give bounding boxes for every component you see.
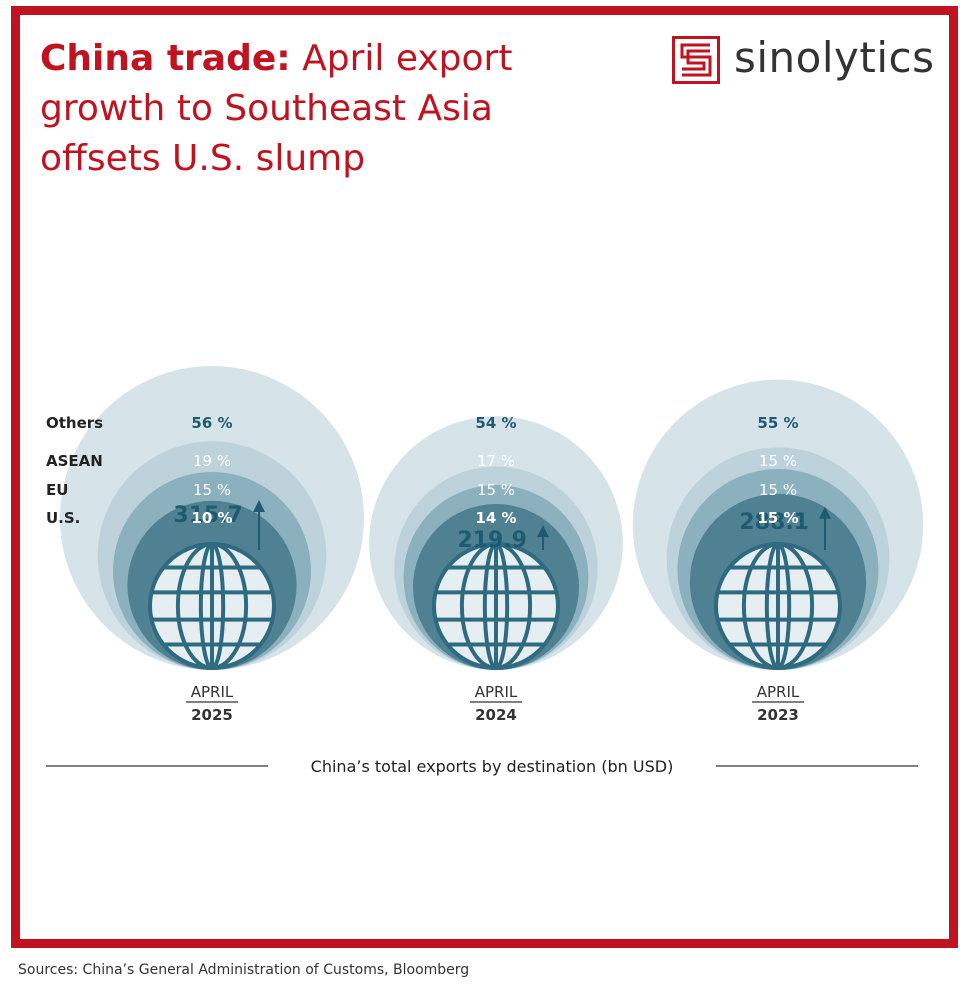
- brand-name: sinolytics: [734, 33, 935, 82]
- source-note: Sources: China’s General Administration …: [18, 962, 470, 978]
- share-label-others: 54 %: [475, 414, 516, 432]
- period-month: APRIL: [757, 683, 800, 701]
- x-axis-label: China’s total exports by destination (bn…: [311, 757, 674, 776]
- period-year: 2024: [475, 706, 517, 724]
- globe-icon: [148, 542, 276, 670]
- total-label: 288.1: [739, 510, 809, 535]
- category-label-us: U.S.: [46, 509, 80, 527]
- share-label-asean: 15 %: [759, 452, 797, 470]
- total-arrow-head: [537, 525, 549, 538]
- period-month: APRIL: [475, 683, 518, 701]
- period-year: 2023: [757, 706, 799, 724]
- total-arrow-head: [253, 500, 265, 512]
- globe-icon: [432, 542, 560, 670]
- total-arrow-head: [819, 506, 831, 519]
- period-group-2024: [369, 416, 623, 703]
- period-group-2023: [632, 379, 924, 703]
- period-year: 2025: [191, 706, 233, 724]
- share-label-us: 15 %: [757, 509, 798, 527]
- share-label-eu: 15 %: [477, 481, 515, 499]
- logo-mark-icon: [672, 36, 720, 84]
- title-bold: China trade:: [40, 38, 291, 79]
- chart-title: China trade: April export growth to Sout…: [40, 34, 600, 184]
- globe-icon: [714, 542, 842, 670]
- share-label-others: 56 %: [191, 414, 232, 432]
- share-label-asean: 19 %: [193, 452, 231, 470]
- title-rest: April export growth to Southeast Asia of…: [40, 38, 513, 179]
- share-label-asean: 17 %: [477, 452, 515, 470]
- share-label-eu: 15 %: [193, 481, 231, 499]
- category-label-eu: EU: [46, 481, 68, 499]
- share-label-eu: 15 %: [759, 481, 797, 499]
- period-group-2025: [60, 366, 364, 703]
- share-label-us: 10 %: [191, 509, 232, 527]
- total-label: 315.7: [173, 503, 243, 528]
- period-month: APRIL: [191, 683, 234, 701]
- share-label-others: 55 %: [757, 414, 798, 432]
- total-label: 219.9: [457, 528, 527, 553]
- category-label-others: Others: [46, 414, 103, 432]
- category-label-asean: ASEAN: [46, 452, 103, 470]
- share-label-us: 14 %: [475, 509, 516, 527]
